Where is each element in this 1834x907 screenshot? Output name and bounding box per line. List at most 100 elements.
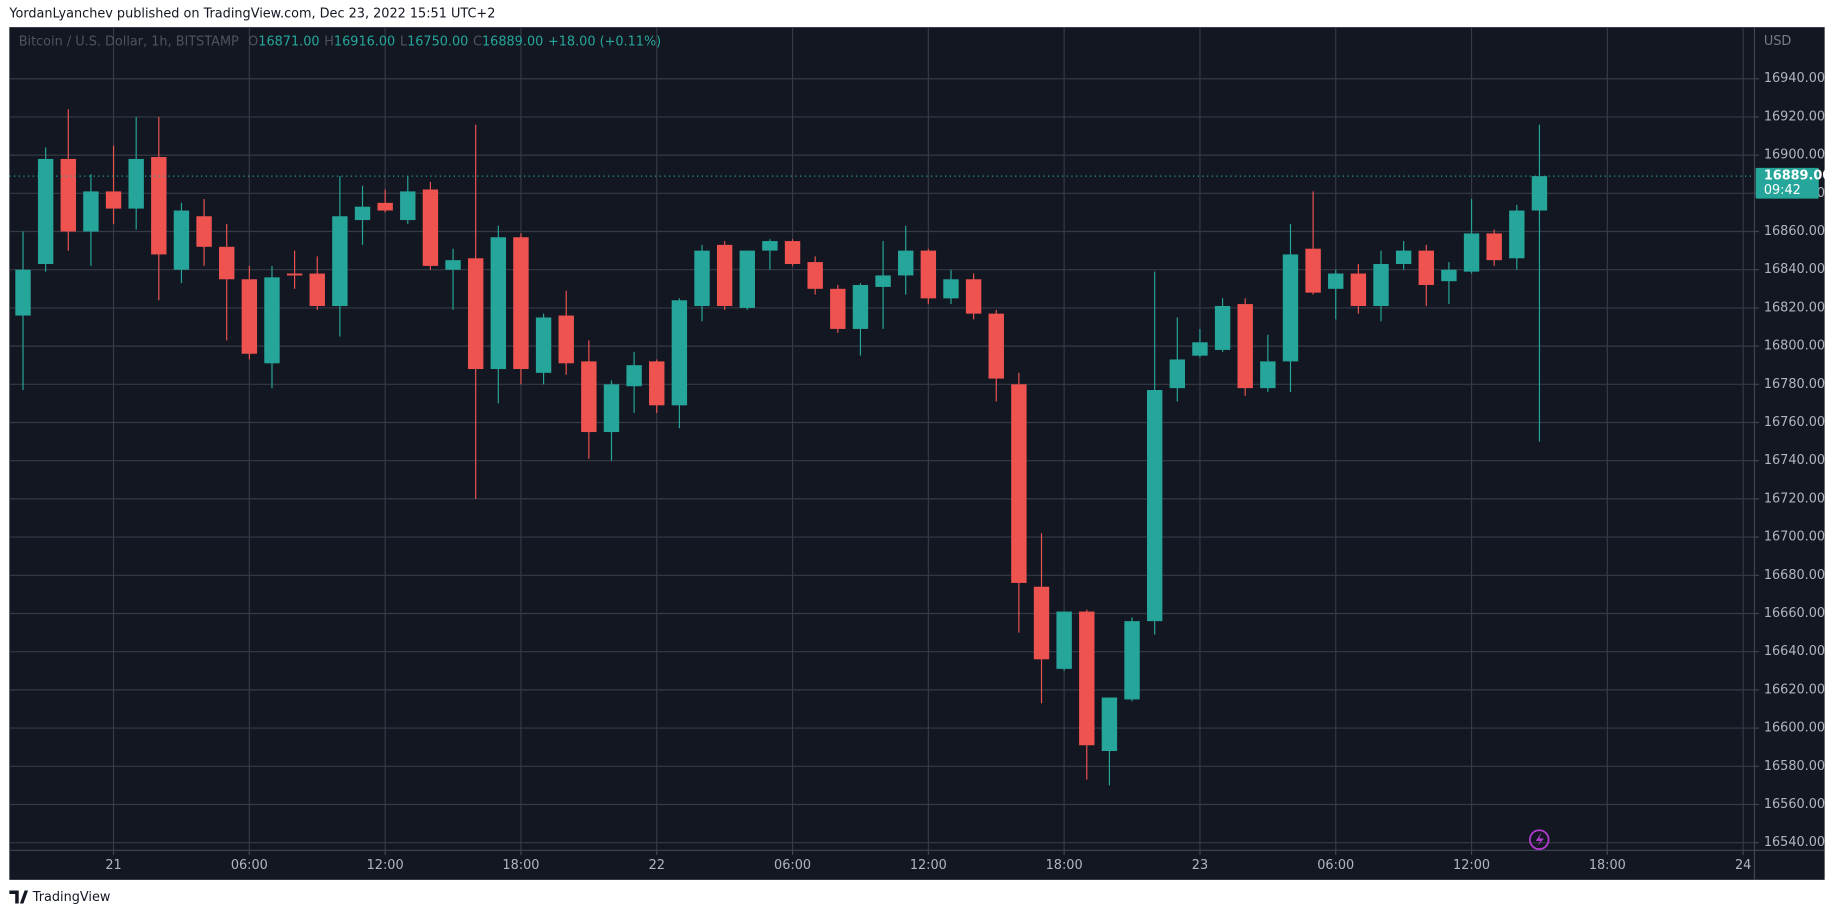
candle-body [83, 191, 99, 232]
candle-body [309, 273, 325, 307]
x-tick-label: 18:00 [502, 858, 539, 873]
candle-body [988, 313, 1004, 379]
y-tick-label: 16740.00 [1764, 453, 1825, 468]
candle-body [1192, 342, 1208, 356]
candle-body [1011, 384, 1027, 583]
legend-value: 16916.00 [334, 34, 395, 49]
last-price-label: 16889.00 [1764, 169, 1831, 184]
candle-body [943, 279, 959, 299]
x-tick-label: 18:00 [1046, 858, 1083, 873]
publish-header: YordanLyanchev published on TradingView.… [8, 7, 495, 22]
y-tick-label: 16780.00 [1764, 377, 1825, 392]
candle-body [830, 288, 846, 329]
x-tick-label: 06:00 [231, 858, 268, 873]
y-tick-label: 16860.00 [1764, 224, 1825, 239]
y-tick-label: 16760.00 [1764, 415, 1825, 430]
tradingview-logo[interactable] [9, 890, 29, 904]
alert-icon[interactable] [1529, 829, 1550, 851]
candle-body [151, 157, 167, 255]
candle-body [716, 244, 733, 307]
candle-body [173, 210, 190, 270]
candle-body [445, 260, 461, 270]
candle-body [1373, 263, 1389, 307]
candle-body [15, 269, 31, 316]
candle-body [807, 262, 823, 289]
y-tick-label: 16620.00 [1764, 682, 1825, 697]
x-tick-label: 06:00 [774, 858, 811, 873]
candle-body [1441, 269, 1457, 282]
currency-label: USD [1764, 34, 1792, 49]
x-tick-label: 22 [649, 858, 665, 873]
candle-body [400, 191, 416, 221]
y-tick-label: 16700.00 [1764, 530, 1825, 545]
legend-symbol: Bitcoin / U.S. Dollar, 1h, BITSTAMP [19, 34, 239, 49]
candle-body [1282, 254, 1299, 362]
footer-brand: TradingView [32, 890, 111, 905]
candle-body [1305, 248, 1321, 293]
legend-field: C [473, 34, 482, 49]
grid [9, 27, 1755, 851]
candle-body [739, 250, 755, 308]
candle-body [920, 250, 937, 299]
x-tick-label: 18:00 [1589, 858, 1626, 873]
y-tick-label: 16840.00 [1764, 262, 1825, 277]
legend-field: O [248, 34, 258, 49]
candle-body [784, 241, 801, 264]
legend-field: H [324, 34, 334, 49]
candle-body [1418, 250, 1434, 285]
candle-body [332, 216, 348, 307]
y-tick-label: 16600.00 [1764, 721, 1825, 736]
x-tick-label: 23 [1192, 858, 1208, 873]
candle-body [1079, 611, 1095, 746]
ohlc-legend: Bitcoin / U.S. Dollar, 1h, BITSTAMP O1687… [19, 34, 661, 49]
candle-body [898, 250, 914, 276]
candle-body [671, 300, 688, 406]
candle-body [422, 189, 439, 266]
candle-body [1237, 304, 1253, 389]
x-tick-label: 21 [105, 858, 121, 873]
y-tick-label: 16800.00 [1764, 339, 1825, 354]
y-tick-label: 16940.00 [1764, 71, 1825, 86]
y-tick-label: 16900.00 [1764, 148, 1825, 163]
x-tick-label: 12:00 [1453, 858, 1490, 873]
candle-body [286, 273, 303, 276]
y-tick-label: 16580.00 [1764, 759, 1825, 774]
y-tick-label: 16920.00 [1764, 109, 1825, 124]
candle-body [1486, 233, 1502, 261]
legend-value: 16889.00 [482, 34, 543, 49]
candle-body [60, 158, 76, 232]
candle-body [762, 241, 778, 251]
candle-body [1350, 273, 1367, 307]
candle-body [219, 246, 235, 280]
candle-body [1214, 306, 1231, 350]
legend-field: L [400, 34, 408, 49]
candle-body [1146, 390, 1163, 622]
candle-body [1124, 621, 1140, 700]
candle-body [1169, 359, 1186, 389]
x-tick-label: 06:00 [1317, 858, 1354, 873]
candle-body [513, 237, 529, 370]
candle-body [1101, 697, 1118, 751]
candle-body [852, 284, 869, 329]
countdown-label: 09:42 [1764, 183, 1801, 198]
y-tick-label: 16560.00 [1764, 797, 1825, 812]
x-tick-label: 12:00 [367, 858, 404, 873]
candle-body [1056, 611, 1072, 669]
x-tick-label: 12:00 [910, 858, 947, 873]
candle-body [1260, 361, 1276, 389]
candle-body [377, 202, 393, 211]
candle-body [105, 191, 122, 209]
candle-body [1395, 250, 1412, 264]
candle-body [1328, 273, 1344, 289]
y-tick-label: 16680.00 [1764, 568, 1825, 583]
candle-body [694, 250, 710, 307]
candle-body [37, 158, 54, 264]
candle-body [1033, 586, 1050, 660]
y-tick-label: 16820.00 [1764, 300, 1825, 315]
candle-body [128, 158, 144, 209]
candles [15, 109, 1548, 786]
legend-change: +18.00 (+0.11%) [548, 34, 661, 49]
chart-background [9, 27, 1825, 880]
candle-body [965, 279, 982, 314]
